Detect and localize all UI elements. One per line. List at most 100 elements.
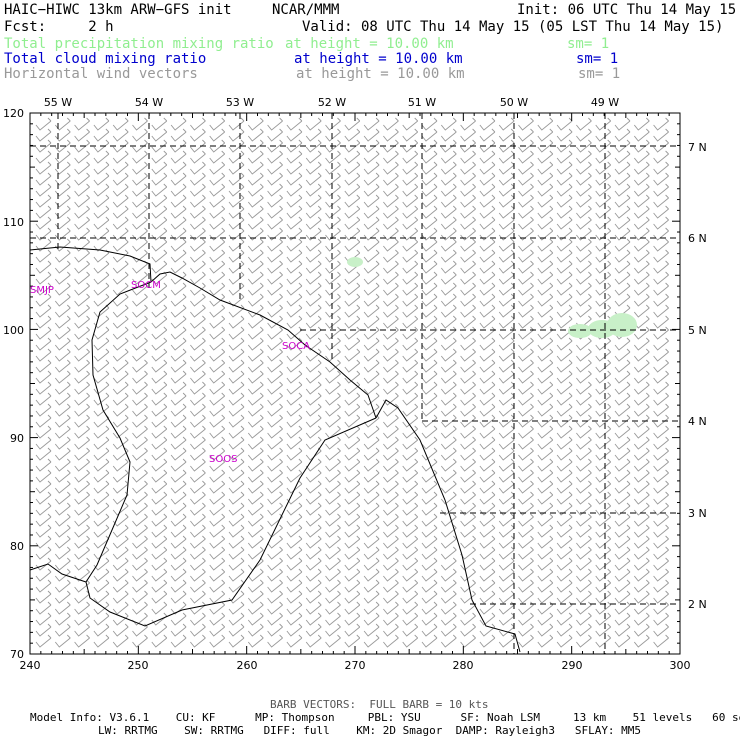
wind-barb — [247, 414, 264, 428]
wind-barb — [537, 634, 554, 648]
precip-area — [607, 313, 637, 337]
wind-barb — [440, 524, 457, 538]
wind-barb — [93, 590, 110, 604]
wind-barb — [35, 546, 52, 560]
wind-barb — [54, 271, 71, 285]
wind-barb — [498, 260, 515, 274]
wind-barb — [151, 414, 168, 428]
wind-barb — [498, 546, 515, 560]
wind-barb — [498, 216, 515, 230]
wind-barb — [383, 326, 399, 340]
wind-barb — [151, 612, 168, 626]
wind-barb — [93, 458, 110, 472]
wind-barb — [112, 172, 129, 186]
wind-barb — [633, 282, 650, 296]
wind-barb — [305, 458, 322, 472]
wind-barb — [54, 513, 71, 527]
wind-barb — [402, 546, 419, 560]
wind-barb — [595, 524, 612, 538]
wind-barb — [556, 183, 573, 197]
wind-barb — [54, 172, 71, 186]
wind-barb — [383, 634, 399, 648]
wind-barb — [537, 260, 554, 274]
wind-barb — [325, 293, 341, 307]
wind-barb — [286, 304, 303, 318]
wind-barb — [653, 337, 669, 351]
wind-barb — [54, 458, 71, 472]
wind-barb — [421, 436, 438, 450]
wind-barb — [421, 337, 438, 351]
wind-barb — [74, 183, 90, 197]
wind-barb — [383, 612, 399, 626]
wind-barb — [325, 524, 341, 538]
wind-barb — [383, 557, 399, 571]
wind-barb — [383, 315, 399, 329]
wind-barb — [383, 271, 399, 285]
wind-barb — [209, 172, 226, 186]
wind-barb — [537, 535, 554, 549]
wind-barb — [112, 282, 129, 296]
wind-barb — [479, 249, 496, 263]
wind-barb — [421, 205, 438, 219]
wind-barb — [132, 502, 148, 516]
wind-barb — [267, 282, 283, 296]
wind-barb — [247, 612, 264, 626]
wind-barb — [93, 480, 110, 494]
wind-barb — [595, 205, 612, 219]
field-wind-sm: sm= 1 — [578, 66, 621, 82]
wind-barb — [537, 590, 554, 604]
wind-barb — [170, 282, 187, 296]
wind-barb — [653, 623, 669, 637]
wind-barb — [74, 260, 90, 274]
wind-barb — [35, 513, 52, 527]
wind-barb — [190, 447, 206, 461]
wind-barb — [556, 447, 573, 461]
wind-barb — [595, 403, 612, 417]
wind-barb — [653, 150, 669, 164]
wind-barb — [93, 117, 110, 131]
wind-barb — [228, 117, 245, 131]
wind-barb — [209, 502, 226, 516]
wind-barb — [460, 293, 476, 307]
wind-barb — [498, 425, 515, 439]
wind-barb — [460, 183, 476, 197]
wind-barb — [305, 634, 322, 648]
wind-barb — [498, 634, 515, 648]
wind-barb — [363, 282, 380, 296]
wind-barb — [518, 436, 534, 450]
wind-barb — [132, 359, 148, 373]
wind-barb — [151, 634, 168, 648]
wind-barb — [556, 513, 573, 527]
field-cloud-name: Total cloud mixing ratio — [4, 51, 207, 67]
wind-barb — [498, 282, 515, 296]
wind-barb — [537, 480, 554, 494]
wind-barb — [421, 502, 438, 516]
wind-barb — [267, 436, 283, 450]
wind-barb — [190, 271, 206, 285]
wind-barb — [209, 557, 226, 571]
wind-barb — [112, 216, 129, 230]
wind-barb — [247, 590, 264, 604]
wind-barb — [170, 458, 187, 472]
wind-barb — [363, 128, 380, 142]
wind-barb — [228, 557, 245, 571]
wind-barb — [344, 271, 361, 285]
wind-barb — [576, 403, 592, 417]
wind-barb — [151, 623, 168, 637]
wind-barb — [363, 337, 380, 351]
wind-barb — [556, 436, 573, 450]
wind-barb — [402, 590, 419, 604]
wind-barb — [286, 139, 303, 153]
wind-barb — [132, 337, 148, 351]
wind-barb — [556, 150, 573, 164]
wind-barb — [247, 238, 264, 252]
wind-barb — [247, 480, 264, 494]
wind-barb — [537, 183, 554, 197]
wind-barb — [614, 546, 631, 560]
wind-barb — [363, 293, 380, 307]
wind-barb — [537, 502, 554, 516]
wind-barb — [537, 117, 554, 131]
wind-barb — [170, 128, 187, 142]
wind-barb — [170, 260, 187, 274]
wind-barb — [344, 458, 361, 472]
